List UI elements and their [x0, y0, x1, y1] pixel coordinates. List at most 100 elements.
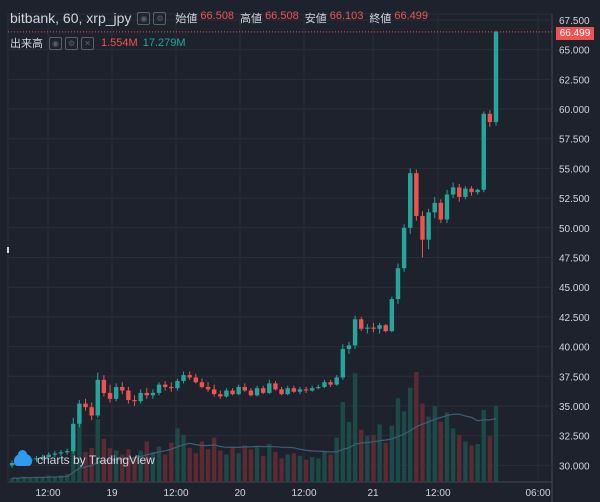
high-value: 66.508: [265, 10, 299, 22]
candle-body: [487, 113, 493, 123]
candle-body: [291, 388, 297, 392]
close-value: 66.499: [394, 10, 429, 22]
x-tick-label: 12:00: [35, 488, 60, 499]
high-label: 高値: [240, 13, 263, 25]
candle-body: [273, 383, 278, 390]
y-tick-label: 60.000: [559, 105, 590, 116]
candle-body: [408, 173, 413, 228]
candle-body: [169, 386, 174, 389]
candle-body: [187, 375, 192, 378]
settings-icon[interactable]: ⚙: [153, 11, 167, 25]
volume-bar: [107, 447, 113, 482]
volume-bar: [46, 475, 51, 482]
settings-icon[interactable]: ⚙: [65, 36, 78, 50]
close-icon[interactable]: ✕: [81, 36, 94, 50]
volume-bar: [408, 387, 413, 482]
candle-body: [365, 327, 370, 329]
candle-body: [52, 453, 58, 455]
volume-bar: [101, 438, 107, 482]
volume-bar: [291, 453, 297, 482]
candle-body: [156, 384, 162, 393]
last-price-label: 66.499: [556, 27, 594, 40]
volume-bar: [248, 449, 254, 482]
low-label: 安値: [304, 13, 327, 25]
volume-bar: [162, 454, 168, 482]
candle-body: [34, 458, 39, 460]
candle-body: [475, 189, 480, 193]
volume-bar: [132, 458, 137, 482]
candle-body: [144, 392, 149, 396]
y-tick-label: 35.000: [559, 402, 590, 413]
candle-body: [83, 403, 88, 408]
volume-bar: [71, 429, 76, 482]
y-tick-label: 40.000: [559, 343, 590, 354]
volume-bar: [230, 446, 235, 482]
volume-bar: [481, 409, 486, 482]
candle-body: [481, 113, 486, 190]
eye-icon[interactable]: ◉: [137, 11, 151, 25]
tradingview-watermark[interactable]: charts by TradingView: [14, 450, 155, 467]
volume-bar: [242, 445, 248, 482]
volume-bar: [260, 455, 266, 482]
candle-body: [322, 382, 327, 387]
candle-body: [101, 379, 107, 393]
volume-bar: [328, 454, 333, 482]
volume-bar: [120, 454, 125, 482]
candle-body: [279, 389, 284, 395]
volume-bar: [138, 450, 143, 482]
volume-bar: [309, 457, 315, 482]
candle-body: [469, 188, 474, 193]
volume-bar: [211, 437, 217, 482]
volume-bar: [52, 476, 58, 482]
candle-body: [328, 382, 333, 385]
volume-bar: [113, 450, 119, 482]
volume-bar: [58, 475, 64, 482]
candle-body: [132, 400, 137, 402]
candle-body: [297, 389, 303, 392]
volume-bar: [316, 458, 321, 482]
y-tick-label: 57.500: [559, 135, 590, 146]
eye-icon[interactable]: ◉: [49, 36, 62, 50]
ohlc-legend: 始値 66.508 高値 66.508 安値 66.103 終値 66.499: [175, 10, 431, 26]
candle-body: [120, 386, 125, 391]
pane-edge-marker: [7, 247, 9, 253]
volume-bar: [267, 444, 272, 482]
candle-body: [395, 268, 401, 300]
candle-body: [150, 392, 156, 396]
volume-bar: [28, 478, 33, 482]
y-tick-label: 30.000: [559, 461, 590, 472]
candle-body: [138, 392, 143, 402]
volume-bar: [193, 453, 199, 482]
volume-bar: [254, 446, 260, 482]
y-tick-label: 32.500: [559, 432, 590, 443]
volume-bar: [334, 437, 339, 482]
candle-body: [414, 173, 419, 216]
candle-body: [218, 394, 223, 397]
volume-bar: [181, 434, 186, 482]
volume-bar: [346, 421, 352, 482]
y-tick-label: 52.500: [559, 194, 590, 205]
volume-bar: [236, 453, 241, 482]
volume-bar: [395, 398, 401, 482]
candle-body: [438, 202, 444, 220]
y-tick-label: 65.000: [559, 46, 590, 57]
candle-body: [9, 462, 15, 466]
volume-value: 1.554M: [101, 37, 138, 49]
volume-bar: [95, 419, 100, 482]
volume-bar: [64, 474, 70, 482]
candle-body: [316, 386, 321, 389]
volume-bar: [377, 424, 382, 482]
candle-body: [205, 386, 211, 390]
volume-bar: [15, 478, 21, 482]
volume-bar: [9, 478, 15, 482]
x-tick-label: 12:00: [163, 488, 188, 499]
volume-legend: 出来高 ◉ ⚙ ✕ 1.554M 17.279M: [10, 35, 186, 51]
volume-bar: [34, 476, 39, 482]
y-tick-label: 47.500: [559, 254, 590, 265]
watermark-text: charts by TradingView: [37, 453, 155, 467]
volume-bar: [432, 406, 437, 482]
candle-body: [95, 379, 100, 416]
low-value: 66.103: [329, 10, 364, 22]
